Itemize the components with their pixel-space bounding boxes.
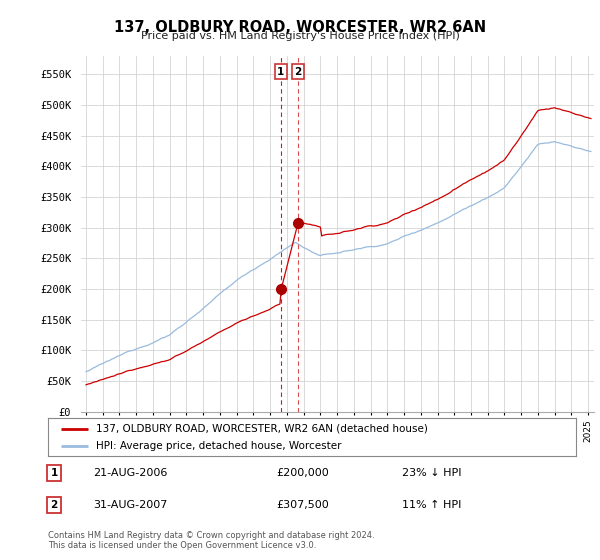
Text: 21-AUG-2006: 21-AUG-2006 (93, 468, 167, 478)
Text: £200,000: £200,000 (276, 468, 329, 478)
Text: 137, OLDBURY ROAD, WORCESTER, WR2 6AN: 137, OLDBURY ROAD, WORCESTER, WR2 6AN (114, 20, 486, 35)
Text: 23% ↓ HPI: 23% ↓ HPI (402, 468, 461, 478)
Text: 137, OLDBURY ROAD, WORCESTER, WR2 6AN (detached house): 137, OLDBURY ROAD, WORCESTER, WR2 6AN (d… (95, 423, 427, 433)
Text: Contains HM Land Registry data © Crown copyright and database right 2024.
This d: Contains HM Land Registry data © Crown c… (48, 531, 374, 550)
Text: £307,500: £307,500 (276, 500, 329, 510)
Text: 11% ↑ HPI: 11% ↑ HPI (402, 500, 461, 510)
Text: 1: 1 (50, 468, 58, 478)
Text: 2: 2 (295, 67, 302, 77)
Text: 1: 1 (277, 67, 284, 77)
Text: Price paid vs. HM Land Registry's House Price Index (HPI): Price paid vs. HM Land Registry's House … (140, 31, 460, 41)
Text: 2: 2 (50, 500, 58, 510)
Text: 31-AUG-2007: 31-AUG-2007 (93, 500, 167, 510)
Text: HPI: Average price, detached house, Worcester: HPI: Average price, detached house, Worc… (95, 441, 341, 451)
